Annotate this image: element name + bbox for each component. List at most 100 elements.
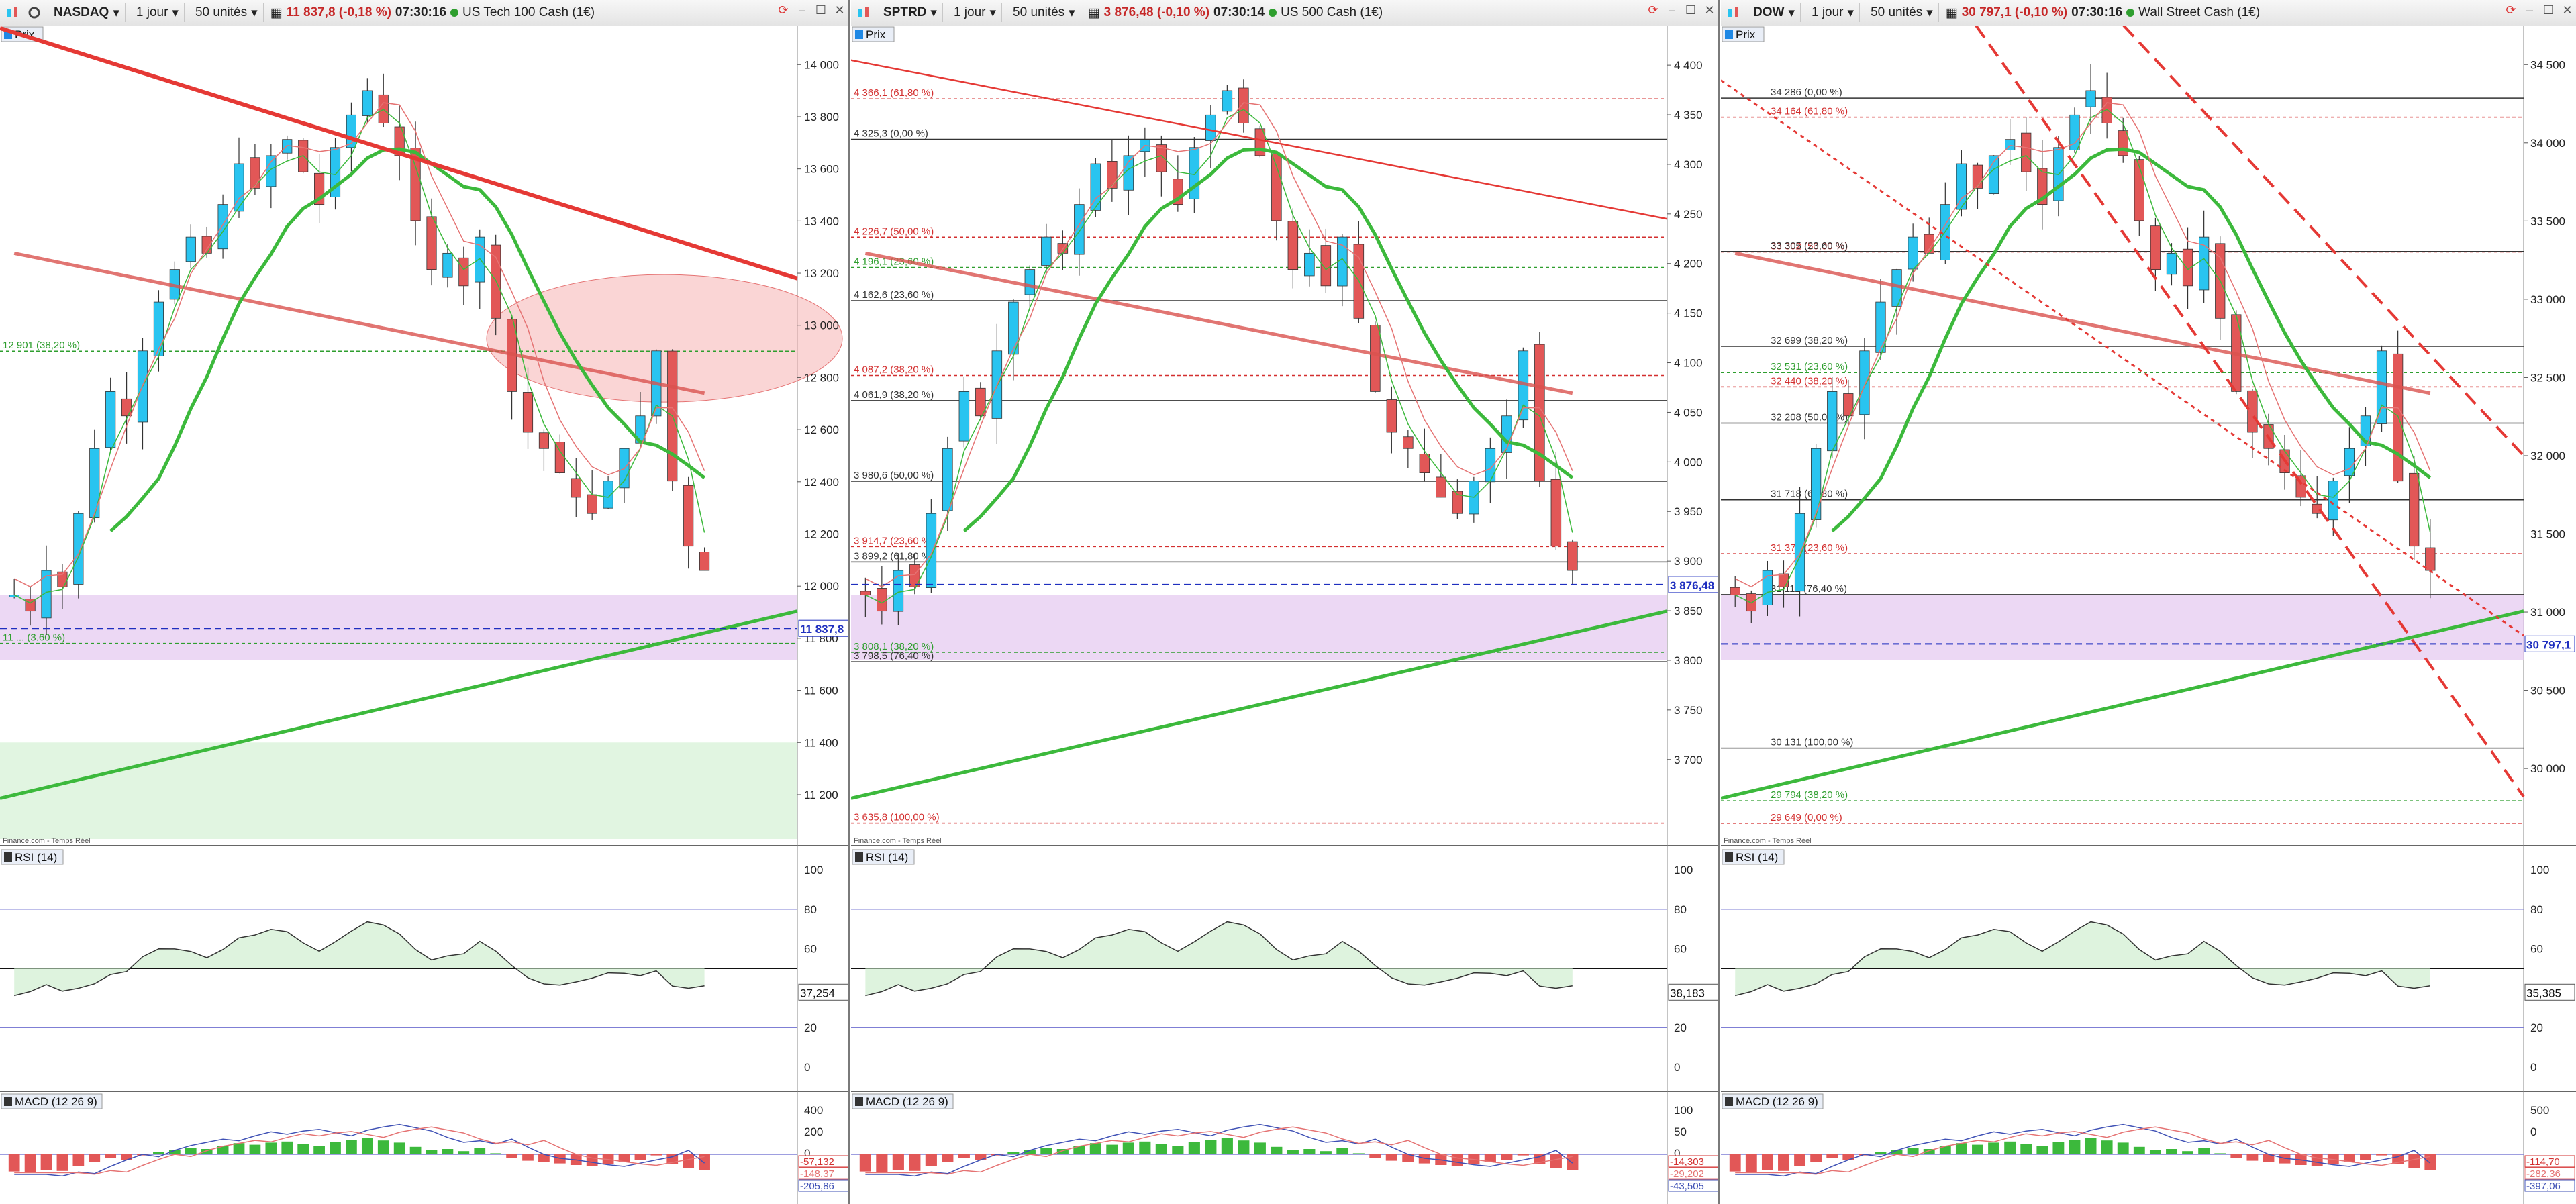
chart-type-icon[interactable] bbox=[4, 4, 21, 21]
macd-tick-label: 100 bbox=[1674, 1104, 1693, 1117]
rsi-tag-icon bbox=[4, 852, 12, 862]
units-label: 50 unités bbox=[1871, 5, 1923, 19]
candle bbox=[1304, 252, 1315, 277]
macd-histogram-bar bbox=[1794, 1154, 1805, 1166]
candle bbox=[9, 595, 19, 597]
chart-window-dow[interactable]: DOW ▾ 1 jour ▾ 50 unités ▾ ▦ 30 797,1 (-0,1… bbox=[1721, 0, 2576, 1204]
macd-histogram-bar bbox=[1303, 1149, 1316, 1154]
chart-type-icon[interactable] bbox=[855, 4, 873, 21]
close-icon[interactable]: ✕ bbox=[1704, 3, 1715, 17]
macd-histogram-bar bbox=[618, 1154, 630, 1162]
support-zone bbox=[0, 595, 797, 660]
symbol-selector[interactable]: DOW ▾ bbox=[1748, 3, 1801, 22]
chart-type-icon[interactable] bbox=[1725, 4, 1742, 21]
minimize-icon[interactable]: – bbox=[798, 3, 805, 17]
chart-window-sptrd[interactable]: SPTRD ▾ 1 jour ▾ 50 unités ▾ ▦ 3 876,48 (-0… bbox=[851, 0, 1720, 1204]
sync-icon[interactable]: ⟳ bbox=[2506, 3, 2516, 17]
rsi-tick-label: 60 bbox=[2530, 943, 2543, 956]
quote-price: 3 876,48 (-0,10 %) bbox=[1103, 5, 1210, 19]
axis-tick-label: 3 950 bbox=[1674, 505, 1703, 518]
candle bbox=[1090, 163, 1101, 211]
sync-icon[interactable]: ⟳ bbox=[1648, 3, 1658, 17]
fib-level-label: 3 899,2 (61,80 %) bbox=[854, 550, 934, 562]
units-selector[interactable]: 50 unités ▾ bbox=[1007, 3, 1081, 22]
macd-histogram-bar bbox=[1402, 1154, 1414, 1162]
macd-histogram-bar bbox=[361, 1138, 373, 1154]
fib-level-label: 3 980,6 (50,00 %) bbox=[854, 470, 934, 481]
axis-tick-label: 13 800 bbox=[804, 111, 839, 123]
period-selector[interactable]: 1 jour ▾ bbox=[948, 3, 1003, 22]
macd-histogram-bar bbox=[1778, 1154, 1789, 1171]
macd-histogram-bar bbox=[925, 1154, 937, 1166]
macd-histogram-bar bbox=[1056, 1149, 1069, 1154]
candle bbox=[942, 448, 953, 511]
macd-histogram-bar bbox=[2101, 1140, 2113, 1154]
minimize-icon[interactable]: – bbox=[1668, 3, 1675, 17]
fib-level-label: 34 286 (0,00 %) bbox=[1771, 87, 1842, 98]
quote-time: 07:30:16 bbox=[2071, 5, 2123, 19]
grid-icon: ▦ bbox=[1087, 5, 1100, 20]
minimize-icon[interactable]: – bbox=[2526, 3, 2533, 17]
units-selector[interactable]: 50 unités ▾ bbox=[1865, 3, 1939, 22]
axis-tick-label: 31 500 bbox=[2530, 528, 2565, 541]
macd-histogram-bar bbox=[330, 1142, 341, 1154]
macd-tag-label: MACD (12 26 9) bbox=[866, 1095, 948, 1108]
macd-histogram-bar bbox=[1988, 1142, 1999, 1154]
fib-level-label: 4 061,9 (38,20 %) bbox=[854, 389, 934, 401]
close-icon[interactable]: ✕ bbox=[2562, 3, 2573, 17]
units-selector[interactable]: 50 unités ▾ bbox=[190, 3, 264, 22]
macd-histogram-bar bbox=[1369, 1154, 1381, 1158]
candle bbox=[41, 570, 52, 619]
price-chart[interactable]: Prix12 901 (38,20 %)11 ... (3.60 %)14 00… bbox=[0, 26, 850, 1204]
macd-histogram-bar bbox=[2311, 1154, 2323, 1166]
settings-icon[interactable] bbox=[26, 4, 43, 21]
maximize-icon[interactable]: ☐ bbox=[1685, 3, 1697, 17]
period-selector[interactable]: 1 jour ▾ bbox=[1806, 3, 1861, 22]
axis-tick-label: 32 000 bbox=[2530, 450, 2565, 462]
price-tag-label: Prix bbox=[866, 28, 886, 41]
axis-tick-label: 14 000 bbox=[804, 58, 839, 71]
rsi-value-box bbox=[2524, 983, 2575, 1001]
price-chart[interactable]: Prix 34 286 (0,00 %) 34 164 (61,80 %) 33 30… bbox=[1721, 26, 2576, 1204]
maximize-icon[interactable]: ☐ bbox=[2542, 3, 2555, 17]
symbol-selector[interactable]: SPTRD ▾ bbox=[878, 3, 943, 22]
macd-histogram-bar bbox=[586, 1154, 598, 1166]
macd-histogram-bar bbox=[281, 1141, 293, 1154]
macd-histogram-bar bbox=[2198, 1148, 2210, 1154]
price-chart[interactable]: Prix 4 366,1 (61,80 %) 4 325,3 (0,00 %) 4 2… bbox=[851, 26, 1720, 1204]
axis-tick-label: 11 200 bbox=[804, 789, 838, 801]
close-icon[interactable]: ✕ bbox=[834, 3, 845, 17]
macd-histogram-bar bbox=[2246, 1154, 2259, 1161]
window-controls: ⟳ – ☐ ✕ bbox=[1647, 4, 1716, 16]
macd-value-box bbox=[798, 1155, 848, 1168]
uptrend-line bbox=[1721, 609, 2524, 800]
period-selector[interactable]: 1 jour ▾ bbox=[131, 3, 185, 22]
candle bbox=[603, 481, 613, 509]
macd-histogram-bar bbox=[859, 1154, 871, 1172]
period-label: 1 jour bbox=[953, 5, 986, 19]
instrument-name: US 500 Cash (1€) bbox=[1281, 5, 1383, 19]
fib-level-label: 33 302 (50,00 %) bbox=[1771, 240, 1848, 252]
symbol-label: NASDAQ bbox=[54, 5, 109, 19]
symbol-selector[interactable]: NASDAQ ▾ bbox=[48, 3, 126, 22]
chevron-down-icon: ▾ bbox=[113, 5, 119, 20]
ma-50-line bbox=[109, 147, 706, 533]
candle bbox=[1778, 573, 1789, 587]
chart-window-nasdaq[interactable]: NASDAQ ▾ 1 jour ▾ 50 unités ▾ ▦ 11 837,8 (-… bbox=[0, 0, 850, 1204]
candle bbox=[1008, 301, 1019, 355]
macd-histogram-bar bbox=[1891, 1150, 1903, 1154]
macd-value-label: -29,202 bbox=[1670, 1168, 1704, 1180]
candle bbox=[2150, 225, 2161, 270]
candle bbox=[1386, 399, 1397, 433]
macd-tick-label: 50 bbox=[1674, 1125, 1687, 1138]
sync-icon[interactable]: ⟳ bbox=[778, 3, 789, 17]
rsi-tick-label: 100 bbox=[804, 864, 823, 876]
macd-tick-label: 0 bbox=[804, 1147, 810, 1160]
macd-histogram-bar bbox=[89, 1154, 101, 1162]
price-tag-icon bbox=[855, 30, 863, 39]
axis-tick-label: 31 000 bbox=[2530, 606, 2565, 619]
maximize-icon[interactable]: ☐ bbox=[815, 3, 827, 17]
macd-histogram-bar bbox=[1024, 1150, 1036, 1154]
ma-fast-line bbox=[13, 109, 705, 604]
macd-histogram-bar bbox=[2149, 1150, 2161, 1154]
